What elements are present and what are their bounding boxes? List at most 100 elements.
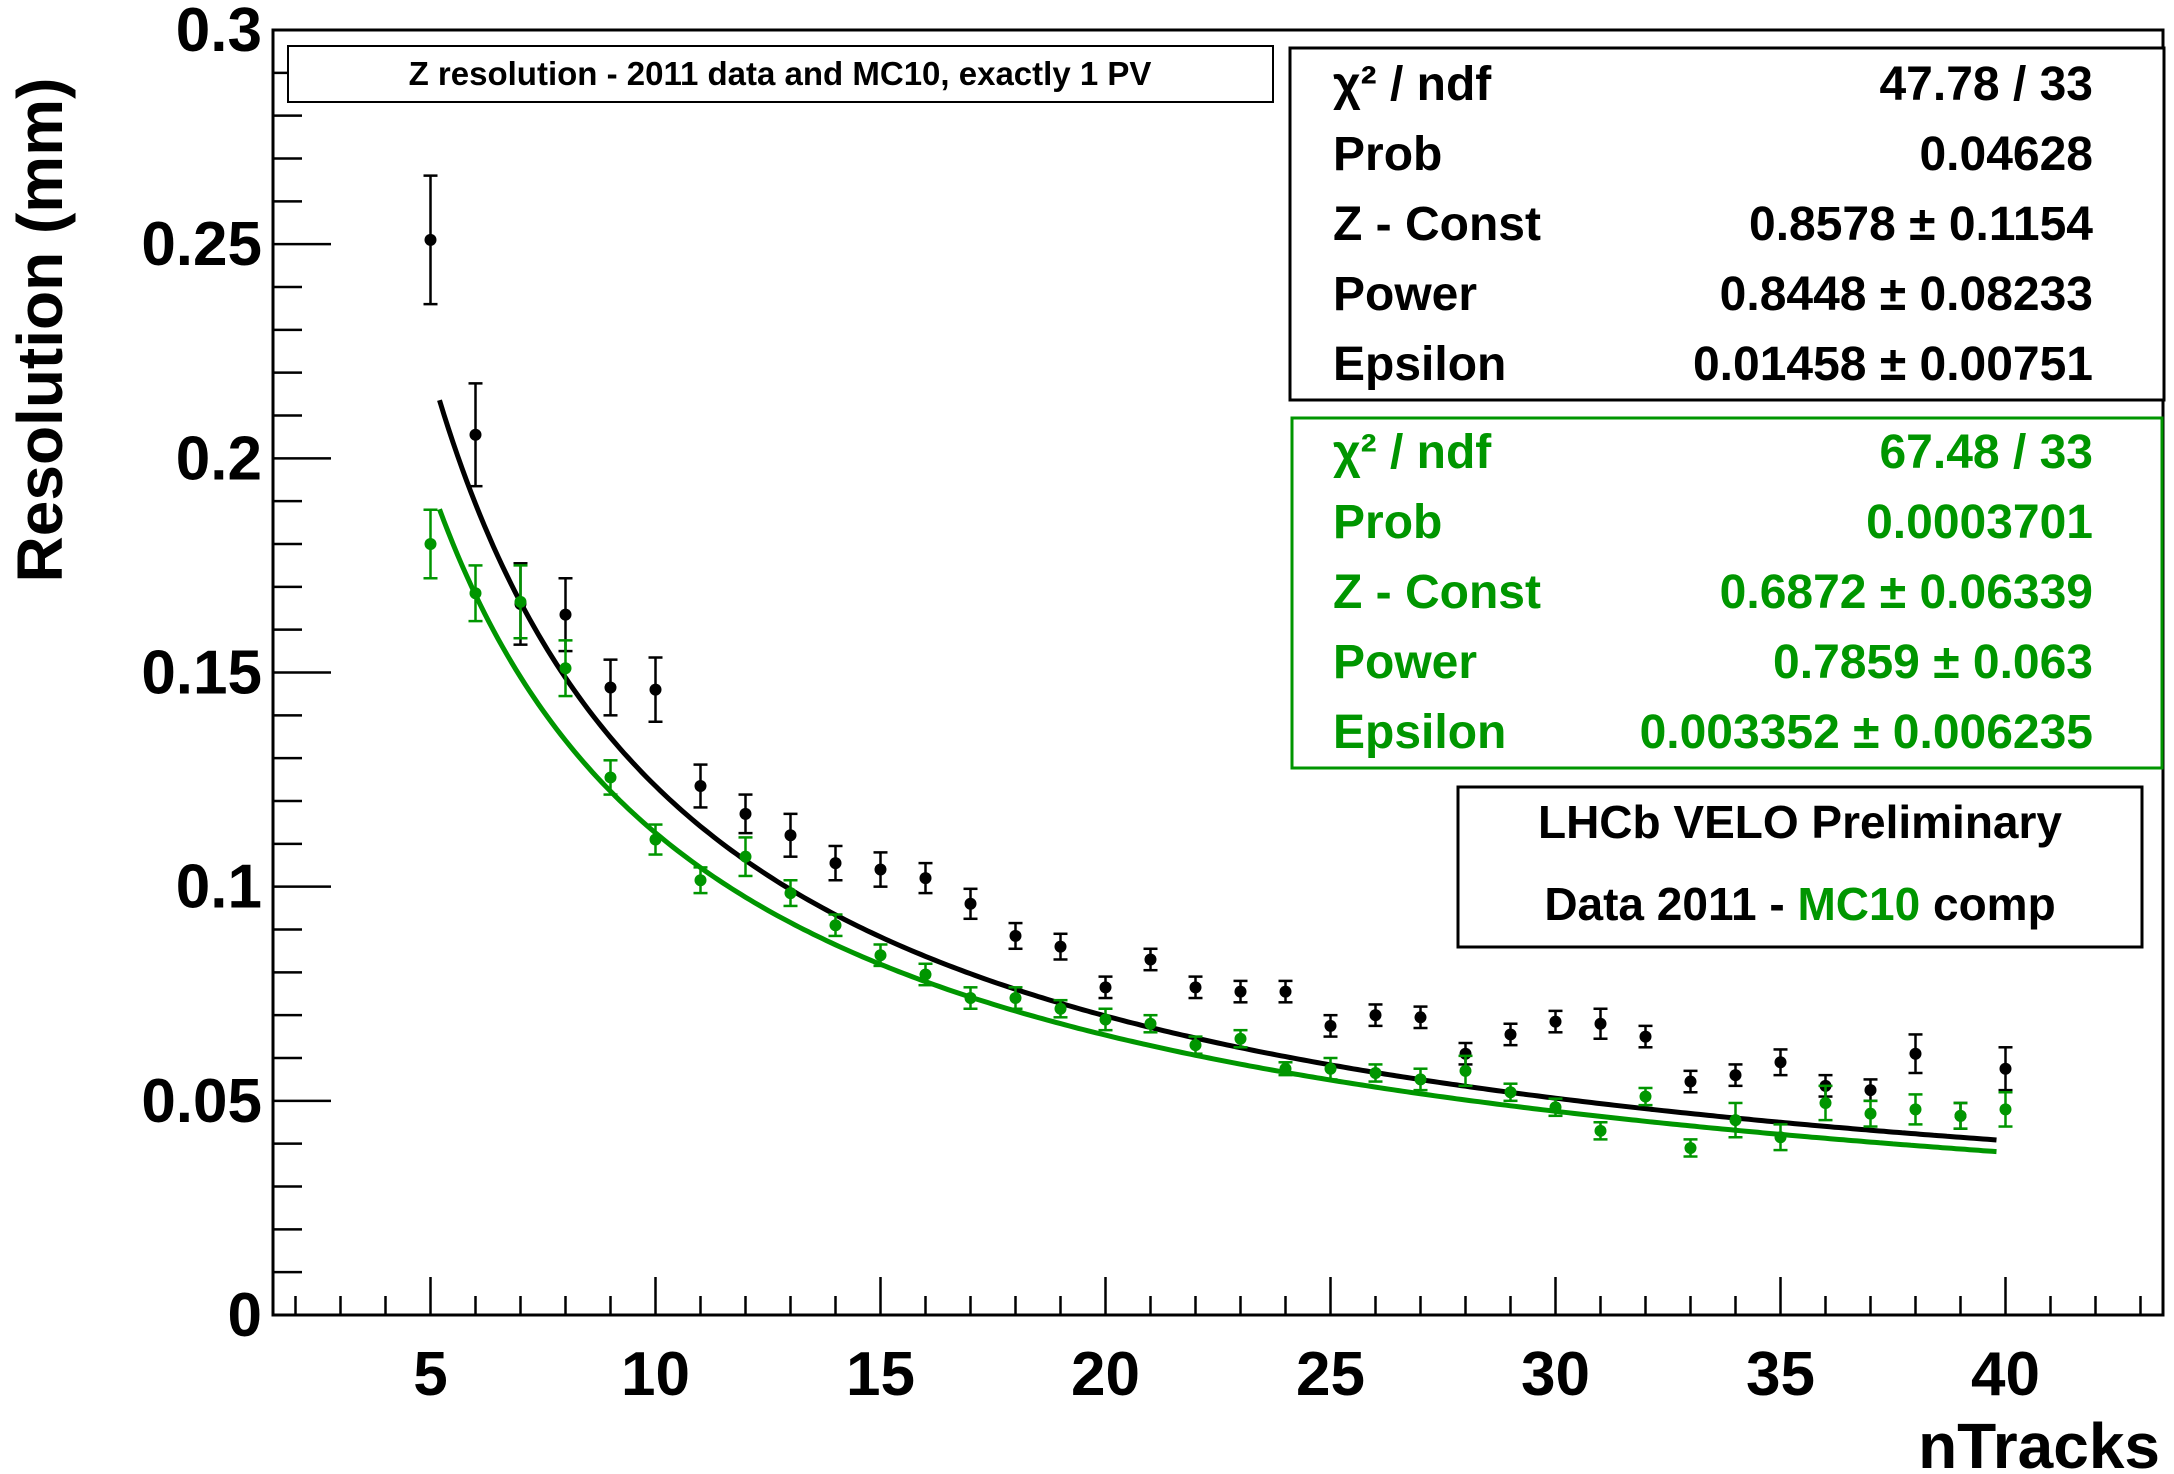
data-point-mc10 xyxy=(1459,1064,1472,1077)
data-point-data xyxy=(1639,1030,1652,1043)
stats-data-row-value: 0.01458 ± 0.00751 xyxy=(1693,338,2093,391)
data-point-mc10 xyxy=(559,662,572,675)
x-tick-label: 5 xyxy=(413,1340,447,1409)
data-point-data xyxy=(1324,1019,1337,1032)
data-point-data xyxy=(694,780,707,793)
stats-data-row-value: 0.04628 xyxy=(1919,128,2093,181)
data-point-mc10 xyxy=(1999,1103,2012,1116)
data-point-data xyxy=(1414,1011,1427,1024)
data-point-mc10 xyxy=(1054,1002,1067,1015)
stats-box-data xyxy=(1288,46,2166,402)
x-tick-label: 15 xyxy=(846,1340,915,1409)
stats-mc-row-value: 0.0003701 xyxy=(1866,496,2093,549)
data-point-data xyxy=(1909,1047,1922,1060)
stats-mc-row-value: 0.003352 ± 0.006235 xyxy=(1640,706,2093,759)
stats-mc-row-name: Power xyxy=(1333,636,1477,689)
x-tick-label: 40 xyxy=(1971,1340,2040,1409)
y-tick-label: 0 xyxy=(228,1281,262,1350)
data-point-mc10 xyxy=(784,887,797,900)
chart-title: Z resolution - 2011 data and MC10, exact… xyxy=(409,55,1152,92)
stats-data-rows: χ² / ndf 47.78 / 33 Prob 0.04628 Z - Const 0.… xyxy=(1333,58,2093,391)
lhcb-label-line2: Data 2011 - MC10 comp xyxy=(1544,878,2055,930)
data-point-mc10 xyxy=(1954,1109,1967,1122)
data-point-mc10 xyxy=(424,538,437,550)
stats-data-row-name: χ² / ndf xyxy=(1333,58,1492,111)
data-point-mc10 xyxy=(1009,992,1022,1005)
stats-mc-rows: χ² / ndf 67.48 / 33 Prob 0.0003701 Z - Const… xyxy=(1333,426,2093,759)
data-point-mc10 xyxy=(1279,1062,1292,1075)
lhcb-label-box xyxy=(1456,785,2144,949)
x-axis-title: nTracks xyxy=(1918,1410,2160,1474)
data-point-mc10 xyxy=(469,587,482,600)
stats-mc-row-name: χ² / ndf xyxy=(1333,426,1492,479)
stats-data-row-name: Epsilon xyxy=(1333,338,1506,391)
y-tick-label: 0.25 xyxy=(141,210,262,279)
data-point-data xyxy=(1009,929,1022,942)
data-point-mc10 xyxy=(964,992,977,1005)
stats-mc-row-name: Prob xyxy=(1333,496,1442,549)
data-point-mc10 xyxy=(1909,1103,1922,1116)
data-points xyxy=(423,174,2013,1158)
y-tick-label: 0.05 xyxy=(141,1067,262,1136)
data-point-data xyxy=(649,683,662,696)
y-tick-label: 0.1 xyxy=(176,853,262,922)
stats-data-row-name: Prob xyxy=(1333,128,1442,181)
stats-mc-row-name: Z - Const xyxy=(1333,566,1541,619)
data-point-data xyxy=(469,428,482,441)
data-point-data xyxy=(1594,1017,1607,1030)
data-point-data xyxy=(1369,1009,1382,1022)
x-tick-label: 10 xyxy=(621,1340,690,1409)
data-point-data xyxy=(424,233,437,246)
data-point-data xyxy=(1729,1069,1742,1082)
x-tick-label: 35 xyxy=(1746,1340,1815,1409)
x-tick-label: 20 xyxy=(1071,1340,1140,1409)
data-point-data xyxy=(874,863,887,876)
data-point-data xyxy=(1999,1062,2012,1075)
lhcb-label-line2-highlight: MC10 xyxy=(1797,878,1920,930)
data-point-mc10 xyxy=(1189,1039,1202,1052)
data-point-data xyxy=(1864,1084,1877,1097)
data-point-data xyxy=(1549,1015,1562,1028)
stats-mc-row-value: 0.6872 ± 0.06339 xyxy=(1720,566,2093,619)
lhcb-label-line1: LHCb VELO Preliminary xyxy=(1538,796,2062,848)
data-point-mc10 xyxy=(1234,1032,1247,1045)
y-axis-title: Resolution (mm) xyxy=(4,78,76,583)
data-point-mc10 xyxy=(919,968,932,981)
data-point-mc10 xyxy=(1504,1086,1517,1099)
data-point-mc10 xyxy=(1819,1096,1832,1109)
title-box xyxy=(287,45,1274,103)
data-point-mc10 xyxy=(1099,1013,1112,1026)
data-point-data xyxy=(1099,981,1112,994)
data-point-mc10 xyxy=(1144,1017,1157,1030)
stats-data-row-value: 47.78 / 33 xyxy=(1879,58,2093,111)
stats-box-mc xyxy=(1290,416,2164,770)
data-point-data xyxy=(784,829,797,842)
stats-mc-row-value: 67.48 / 33 xyxy=(1879,426,2093,479)
data-point-mc10 xyxy=(1729,1114,1742,1127)
data-point-mc10 xyxy=(739,850,752,863)
data-point-data xyxy=(1774,1056,1787,1069)
data-point-data xyxy=(919,872,932,885)
data-point-data xyxy=(604,681,617,694)
data-point-mc10 xyxy=(1639,1090,1652,1103)
data-point-data xyxy=(964,897,977,910)
data-point-mc10 xyxy=(514,595,527,608)
stats-mc-row-value: 0.7859 ± 0.063 xyxy=(1773,636,2093,689)
y-tick-label: 0.2 xyxy=(176,424,262,493)
data-point-data xyxy=(559,608,572,621)
data-point-mc10 xyxy=(604,771,617,784)
stats-data-row-value: 0.8578 ± 0.1154 xyxy=(1749,198,2093,251)
data-point-mc10 xyxy=(1594,1124,1607,1137)
data-point-data xyxy=(1279,985,1292,998)
data-point-data xyxy=(739,807,752,820)
data-point-mc10 xyxy=(1324,1062,1337,1075)
data-point-data xyxy=(1684,1075,1697,1088)
stats-data-row-name: Z - Const xyxy=(1333,198,1541,251)
data-point-mc10 xyxy=(1369,1066,1382,1079)
lhcb-label-line2-prefix: Data 2011 - xyxy=(1544,878,1797,930)
x-tick-label: 30 xyxy=(1521,1340,1590,1409)
data-point-mc10 xyxy=(1549,1101,1562,1114)
data-point-mc10 xyxy=(694,874,707,887)
data-point-data xyxy=(829,857,842,870)
